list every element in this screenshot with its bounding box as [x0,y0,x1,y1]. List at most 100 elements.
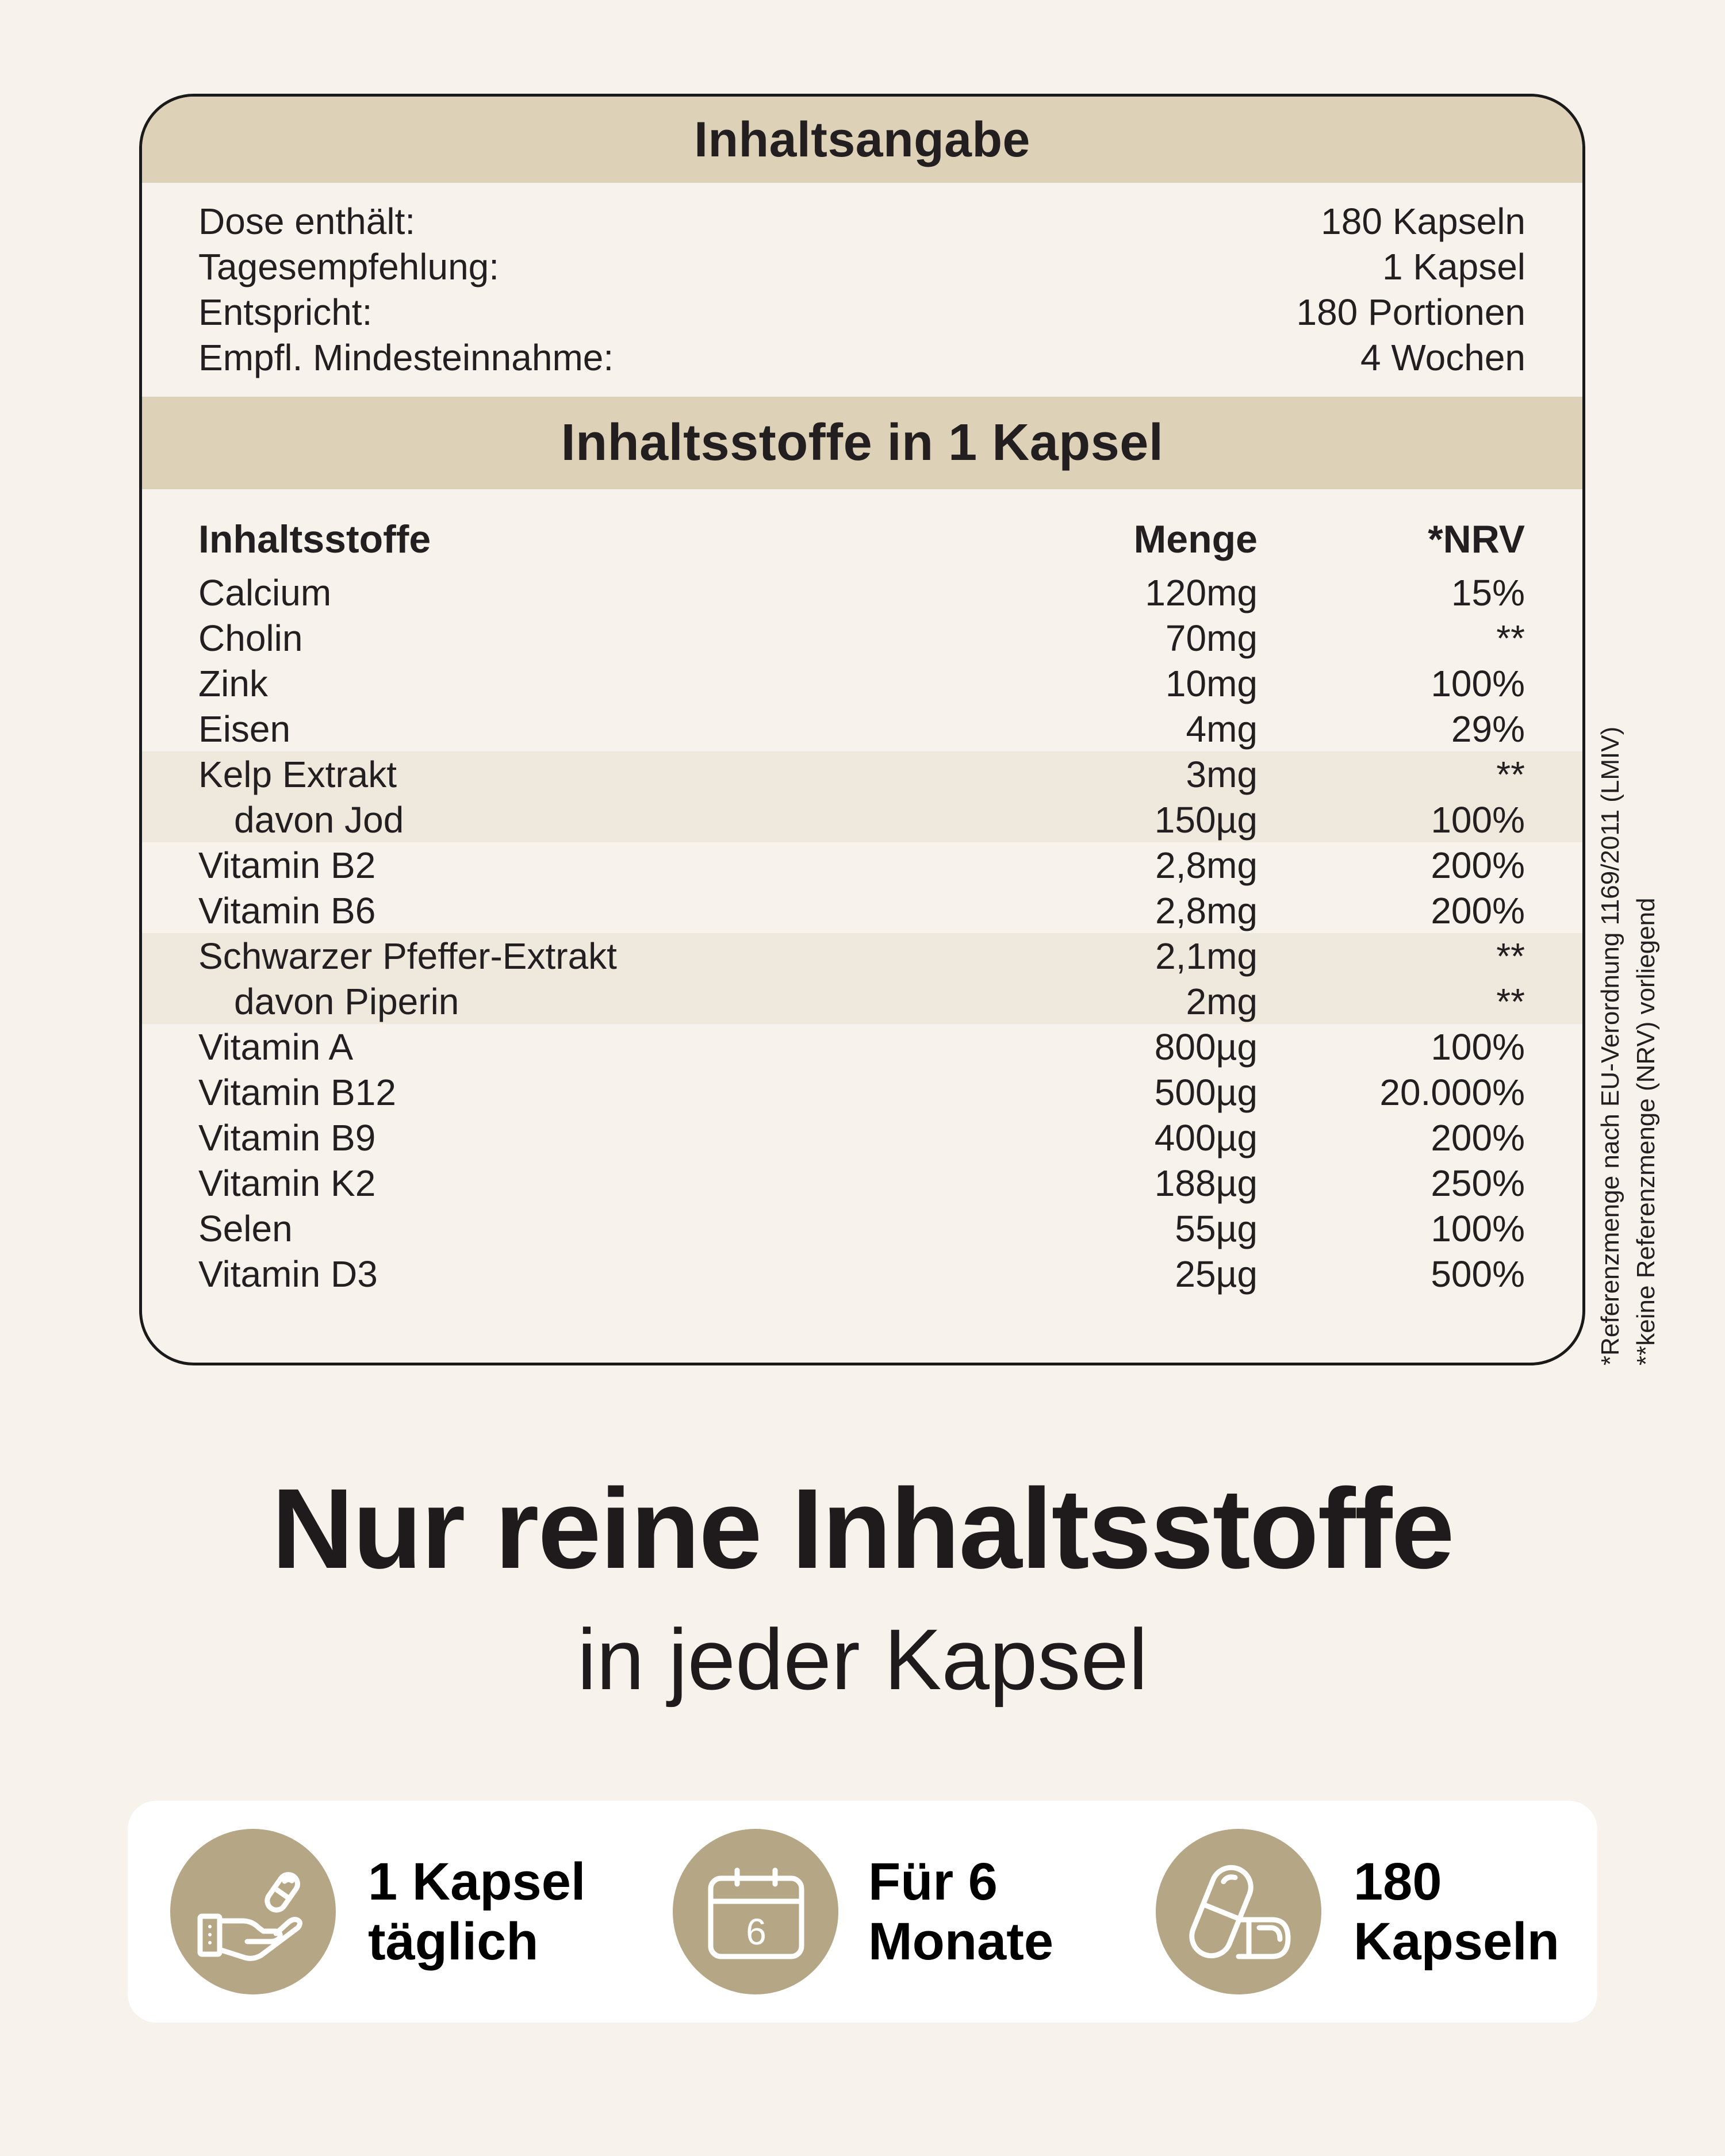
summary-value: 4 Wochen [1360,337,1525,378]
nutrition-card: Inhaltsangabe Dose enthält: 180 Kapseln … [139,94,1585,1365]
ingredient-nrv: 200% [1431,1117,1525,1158]
ingredient-amount: 2,8mg [1155,844,1258,886]
header-amount: Menge [1133,517,1258,561]
ingredient-amount: 4mg [1186,708,1258,750]
feature-duration: 6 Für 6 Monate [673,1801,1053,2023]
footnotes: *Referenzmenge nach EU-Verordnung 1169/2… [1593,727,1664,1365]
ingredient-nrv: 100% [1431,799,1525,841]
headline: Nur reine Inhaltsstoffe [271,1465,1454,1592]
ingredient-name: Vitamin B2 [198,844,376,886]
table-row: Eisen 4mg 29% [142,706,1582,751]
table-row: Calcium 120mg 15% [142,570,1582,615]
ingredient-amount: 55µg [1175,1207,1258,1249]
ingredient-amount: 2mg [1186,980,1258,1022]
feature-text: Für 6 Monate [868,1852,1053,1971]
table-row: Schwarzer Pfeffer-Extrakt 2,1mg ** [142,933,1582,979]
ingredient-nrv: 29% [1451,708,1525,750]
feature-line-1: 180 [1354,1852,1442,1911]
summary-value: 1 Kapsel [1382,246,1525,287]
summary-row: Entspricht: 180 Portionen [198,290,1525,335]
summary-row: Empfl. Mindesteinnahme: 4 Wochen [198,335,1525,381]
table-row: Zink 10mg 100% [142,661,1582,706]
feature-line-1: Für 6 [868,1852,998,1911]
feature-text: 180 Kapseln [1354,1852,1559,1971]
ingredient-name: Vitamin A [198,1026,354,1068]
ingredient-nrv: ** [1496,980,1525,1022]
ingredient-name: Vitamin B9 [198,1117,376,1158]
summary-title: Inhaltsangabe [142,97,1582,183]
ingredient-name: Vitamin K2 [198,1162,376,1204]
ingredient-amount: 400µg [1154,1117,1258,1158]
table-row: Vitamin B6 2,8mg 200% [142,888,1582,933]
ingredient-amount: 3mg [1186,753,1258,795]
ingredient-nrv: ** [1496,617,1525,659]
feature-line-2: täglich [368,1912,539,1971]
feature-count: 180 Kapseln [1156,1801,1559,2023]
feature-line-1: 1 Kapsel [368,1852,586,1911]
subheadline: in jeder Kapsel [577,1611,1148,1708]
ingredient-name: Vitamin D3 [198,1253,378,1295]
ingredient-amount: 2,1mg [1155,935,1258,977]
calendar-icon: 6 [673,1829,838,1994]
ingredient-name: davon Piperin [234,980,459,1022]
footnote-nrv-reference: *Referenzmenge nach EU-Verordnung 1169/2… [1596,726,1624,1365]
hand-capsule-icon [170,1829,336,1994]
table-header: Inhaltsstoffe Menge *NRV [142,511,1582,568]
ingredient-nrv: 100% [1431,1207,1525,1249]
ingredient-name: Kelp Extrakt [198,753,397,795]
summary-row: Tagesempfehlung: 1 Kapsel [198,244,1525,290]
table-row: Vitamin B9 400µg 200% [142,1115,1582,1160]
ingredient-name: Selen [198,1207,293,1249]
ingredient-nrv: 200% [1431,889,1525,931]
table-row: davon Piperin 2mg ** [142,979,1582,1024]
header-name: Inhaltsstoffe [198,517,431,561]
table-row: Vitamin A 800µg 100% [142,1024,1582,1069]
ingredient-name: Vitamin B12 [198,1071,396,1113]
ingredient-amount: 70mg [1165,617,1258,659]
ingredient-name: Calcium [198,571,332,613]
feature-bar: 1 Kapsel täglich 6 Für 6 Monate [128,1801,1597,2023]
ingredient-nrv: 500% [1431,1253,1525,1295]
ingredient-amount: 188µg [1154,1162,1258,1204]
ingredient-name: davon Jod [234,799,404,841]
feature-text: 1 Kapsel täglich [368,1852,585,1971]
feature-line-2: Monate [868,1912,1053,1971]
ingredient-nrv: ** [1496,935,1525,977]
summary-list: Dose enthält: 180 Kapseln Tagesempfehlun… [198,199,1525,381]
ingredient-amount: 500µg [1154,1071,1258,1113]
summary-row: Dose enthält: 180 Kapseln [198,199,1525,244]
ingredients-title: Inhaltsstoffe in 1 Kapsel [142,397,1582,489]
summary-label: Dose enthält: [198,201,416,242]
ingredient-amount: 25µg [1175,1253,1258,1295]
svg-text:6: 6 [746,1911,766,1952]
ingredient-name: Eisen [198,708,291,750]
ingredient-name: Schwarzer Pfeffer-Extrakt [198,935,617,977]
table-row: Kelp Extrakt 3mg ** [142,751,1582,797]
table-row: Cholin 70mg ** [142,615,1582,661]
ingredient-name: Vitamin B6 [198,889,376,931]
capsules-icon [1156,1829,1321,1994]
table-row: Vitamin K2 188µg 250% [142,1160,1582,1206]
summary-label: Empfl. Mindesteinnahme: [198,337,614,378]
table-row: Vitamin D3 25µg 500% [142,1251,1582,1296]
ingredient-nrv: 250% [1431,1162,1525,1204]
feature-daily-dose: 1 Kapsel täglich [170,1801,585,2023]
ingredient-amount: 120mg [1145,571,1258,613]
table-row: Vitamin B2 2,8mg 200% [142,842,1582,888]
feature-line-2: Kapseln [1354,1912,1559,1971]
ingredient-amount: 150µg [1154,799,1258,841]
ingredient-name: Cholin [198,617,303,659]
ingredient-nrv: 100% [1431,1026,1525,1068]
summary-label: Tagesempfehlung: [198,246,500,287]
ingredient-nrv: 100% [1431,662,1525,704]
header-nrv: *NRV [1428,517,1525,561]
table-row: Selen 55µg 100% [142,1206,1582,1251]
ingredient-nrv: 200% [1431,844,1525,886]
ingredient-nrv: 20.000% [1379,1071,1525,1113]
ingredient-amount: 10mg [1165,662,1258,704]
ingredients-table: Inhaltsstoffe Menge *NRV Calcium 120mg 1… [142,511,1582,1296]
ingredient-nrv: ** [1496,753,1525,795]
ingredient-nrv: 15% [1451,571,1525,613]
table-row: davon Jod 150µg 100% [142,797,1582,842]
summary-value: 180 Portionen [1296,291,1525,333]
